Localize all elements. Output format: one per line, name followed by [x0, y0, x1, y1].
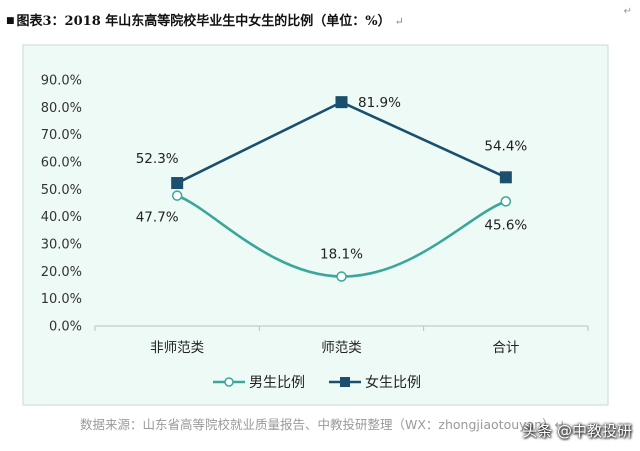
data-label: 18.1%: [320, 247, 363, 263]
point-marker: [336, 271, 347, 282]
y-tick-label: 30.0%: [41, 238, 82, 253]
point-marker: [335, 96, 348, 109]
chart-frame: [22, 44, 609, 406]
legend-marker: [340, 377, 350, 387]
y-tick-label: 80.0%: [41, 101, 82, 116]
x-tick-label: 合计: [492, 340, 519, 356]
y-tick-label: 90.0%: [41, 74, 82, 89]
data-label: 81.9%: [358, 95, 401, 111]
point-marker: [499, 171, 512, 184]
watermark: 头条 @中教投研: [522, 422, 632, 440]
y-tick-label: 20.0%: [41, 265, 82, 280]
point-marker: [171, 190, 183, 201]
corner-return-mark: ↵: [623, 6, 632, 17]
y-tick-label: 70.0%: [41, 128, 82, 143]
y-tick-label: 40.0%: [41, 210, 82, 225]
caption-return-mark: ↵: [394, 15, 404, 28]
data-label: 54.4%: [484, 138, 527, 154]
x-tick-label: 非师范类: [150, 340, 204, 356]
y-tick-label: 60.0%: [41, 156, 82, 171]
series-lines: [171, 96, 512, 282]
legend-label: 女生比例: [365, 374, 421, 391]
point-marker: [171, 177, 184, 190]
x-tick-label: 师范类: [321, 340, 362, 356]
source-note: 数据来源：山东省高等院校就业质量报告、中教投研整理（WX：zhongjiaoto…: [80, 417, 566, 432]
y-tick-label: 10.0%: [41, 292, 82, 307]
legend-marker: [224, 377, 234, 387]
chart-caption: ■ 图表3：2018 年山东高等院校毕业生中女生的比例（单位：%） ↵: [6, 14, 404, 29]
data-label: 45.6%: [484, 217, 527, 233]
point-marker: [500, 196, 512, 207]
data-label: 47.7%: [136, 210, 179, 226]
data-label: 52.3%: [136, 151, 179, 167]
data-labels: 47.7% 18.1% 45.6% 52.3% 81.9% 54.4%: [136, 95, 528, 262]
legend-label: 男生比例: [249, 375, 305, 391]
y-tick-label: 50.0%: [41, 183, 82, 198]
y-tick-label: 0.0%: [49, 320, 82, 335]
legend: 男生比例 女生比例: [213, 374, 421, 391]
caption-text: 图表3：2018 年山东高等院校毕业生中女生的比例（单位：%）: [16, 14, 391, 29]
axes: 0.0% 10.0% 20.0% 30.0% 40.0% 50.0% 60.0% 70.0% 8…: [41, 74, 589, 356]
